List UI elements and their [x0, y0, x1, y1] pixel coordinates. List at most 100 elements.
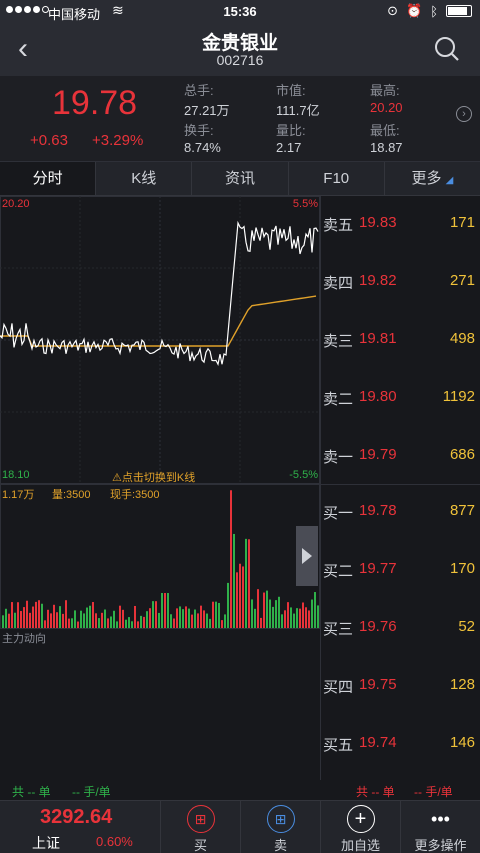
back-chevron-icon[interactable]: ‹	[18, 32, 28, 65]
volume-bar	[257, 589, 259, 628]
volume-bar	[212, 601, 214, 628]
index-pct: 0.60%	[96, 834, 133, 849]
bid-row-5: 买五 19.74 146	[323, 734, 475, 754]
volume-bar	[2, 615, 4, 628]
volume-bar	[86, 607, 88, 628]
volume-bar	[29, 612, 31, 628]
volume-bar	[266, 590, 268, 628]
volume-bar	[32, 606, 34, 628]
tab-more[interactable]: 更多 ◢	[411, 170, 454, 187]
buy-orders-count: 共 -- 单	[12, 785, 51, 799]
more-actions-button[interactable]: ••• 更多操作	[400, 801, 480, 853]
main-flow-label: 主力动向	[2, 633, 46, 645]
price-change-pct: +3.29%	[92, 132, 144, 149]
volume-bar	[20, 611, 22, 628]
volume-bar	[119, 605, 121, 628]
stat-market-cap: 市值: 111.7亿	[276, 83, 320, 118]
order-book: 卖五 19.83 171 卖四 19.82 271 卖三 19.81 498 卖二 19.80…	[320, 196, 480, 780]
nav-bar: ‹ 金贵银业 002716	[0, 24, 480, 76]
volume-bar	[11, 602, 13, 628]
tab-kline[interactable]: K线	[96, 162, 193, 195]
volume-bar	[254, 608, 256, 628]
status-time: 15:36	[223, 4, 257, 19]
volume-bar	[209, 618, 211, 628]
volume-bar	[143, 616, 145, 628]
dropdown-triangle-icon: ◢	[445, 175, 454, 186]
index-value: 3292.64	[40, 806, 113, 828]
volume-bar	[287, 602, 289, 628]
volume-bar	[191, 614, 193, 628]
volume-bar	[284, 610, 286, 628]
volume-bar	[44, 620, 46, 628]
volume-bar	[296, 608, 298, 628]
volume-bar	[227, 582, 229, 628]
volume-bar	[281, 614, 283, 628]
volume-bar	[101, 612, 103, 628]
chart-tabs: 分时 K线 资讯 F10 更多 ◢	[0, 162, 480, 196]
chevron-right-icon[interactable]: ›	[456, 106, 472, 122]
volume-bar	[38, 600, 40, 628]
index-ticker[interactable]: 3292.64 上证 0.60%	[0, 801, 160, 853]
volume-bar	[62, 613, 64, 628]
volume-bar	[8, 613, 10, 628]
axis-pct-low: -5.5%	[289, 469, 318, 481]
volume-bar	[293, 613, 295, 628]
volume-bar	[302, 602, 304, 628]
sell-button[interactable]: ⊞ 卖	[240, 801, 320, 853]
volume-bar	[173, 618, 175, 628]
tab-timeshare[interactable]: 分时	[0, 162, 97, 195]
volume-bar	[116, 621, 118, 628]
signal-strength-icon	[6, 6, 49, 13]
cart-buy-icon: ⊞	[186, 805, 215, 833]
volume-bar	[68, 618, 70, 628]
volume-bar	[35, 601, 37, 628]
volume-bar	[179, 606, 181, 628]
volume-bar	[110, 616, 112, 628]
bid-row-2: 买二 19.77 170	[323, 560, 475, 580]
volume-bar	[239, 563, 241, 628]
volume-bar	[182, 609, 184, 628]
volume-bar	[140, 615, 142, 628]
tab-news[interactable]: 资讯	[192, 162, 289, 195]
volume-bar	[242, 566, 244, 628]
timeshare-chart[interactable]: 20.20 5.5% 18.10 -5.5% ⚠点击切换到K线 1.17万 量:…	[0, 196, 320, 780]
volume-bar	[41, 603, 43, 628]
rotation-lock-icon: ⊙	[387, 3, 398, 18]
stat-turnover: 换手: 8.74%	[184, 123, 221, 155]
volume-bar	[77, 621, 79, 628]
volume-bar	[194, 609, 196, 628]
stat-low: 最低: 18.87	[370, 123, 403, 155]
buy-button[interactable]: ⊞ 买	[160, 801, 240, 853]
volume-bar	[218, 602, 220, 628]
add-watchlist-button[interactable]: + 加自选	[320, 801, 400, 853]
switch-kline-hint[interactable]: ⚠点击切换到K线	[112, 472, 196, 484]
volume-bar	[161, 593, 163, 628]
current-hand-label: 现手:3500	[110, 489, 160, 501]
alarm-icon: ⏰	[406, 3, 423, 18]
volume-bar	[299, 608, 301, 628]
volume-bar	[83, 613, 85, 628]
bluetooth-icon: ᛒ	[430, 3, 438, 19]
volume-bar	[56, 612, 58, 628]
tab-f10[interactable]: F10	[289, 162, 385, 195]
volume-bar	[305, 607, 307, 628]
bid-row-1: 买一 19.78 877	[323, 502, 475, 522]
volume-bar	[224, 614, 226, 628]
volume-bar	[170, 614, 172, 628]
price-change: +0.63	[30, 132, 68, 149]
chart-canvas	[0, 196, 320, 780]
cart-sell-icon: ⊞	[266, 805, 295, 833]
bid-row-4: 买四 19.75 128	[323, 676, 475, 696]
battery-icon	[446, 5, 472, 17]
volume-bar	[134, 605, 136, 628]
volume-bar	[74, 610, 76, 628]
volume-bar	[92, 602, 94, 628]
volume-bar	[176, 608, 178, 628]
stock-code: 002716	[216, 52, 264, 68]
play-triangle-icon	[302, 548, 312, 564]
volume-bar	[272, 606, 274, 628]
volume-bar	[260, 617, 262, 628]
volume-bar	[236, 572, 238, 628]
volume-bar	[311, 599, 313, 628]
search-icon[interactable]	[434, 36, 460, 62]
